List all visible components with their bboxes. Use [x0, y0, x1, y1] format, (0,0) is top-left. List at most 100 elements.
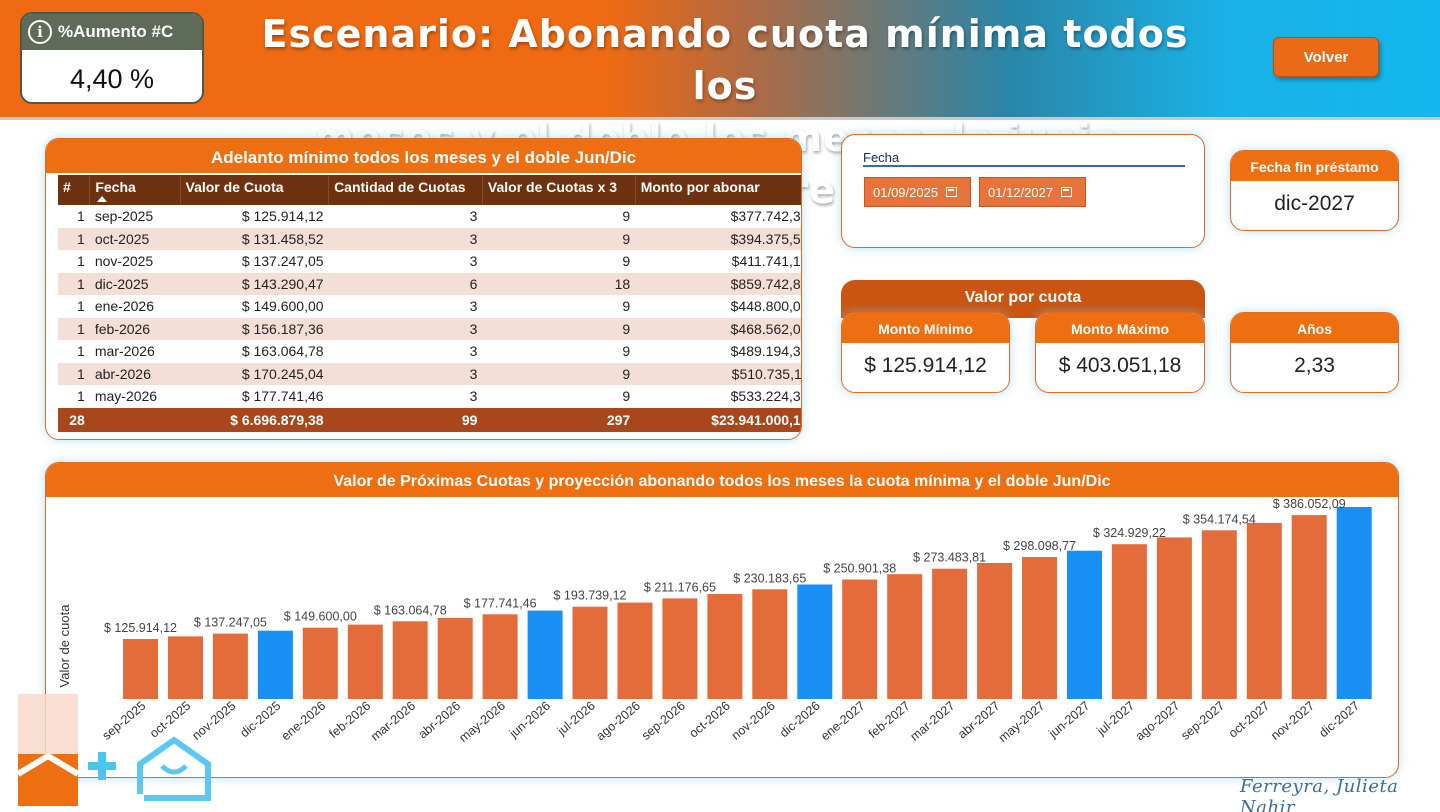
adelanto-table-card: Adelanto mínimo todos los meses y el dob… — [45, 138, 802, 440]
row-num: 1 — [58, 317, 90, 340]
row-cantidad-cuotas: 3 — [469, 343, 478, 360]
table-row[interactable]: 1 dic-2025 $ 143.290,47 6 18 $859.742,83 — [58, 272, 801, 295]
chart-data-label: $ 149.600,00 — [284, 610, 357, 624]
column-header-num[interactable]: # — [58, 175, 91, 205]
row-valor-cuota: $ 143.290,47 — [180, 272, 329, 295]
chart-bar[interactable] — [1246, 522, 1282, 699]
table-row[interactable]: 1 mar-2026 $ 163.064,78 3 9 $489.194,34 — [58, 340, 801, 363]
row-fecha: nov-2025 — [94, 253, 154, 270]
total-row-valor-cuotas-x3: 297 — [482, 407, 636, 432]
chart-data-labels: $ 125.914,12 $ 137.247,05 $ 149.600,00 $ 16… — [104, 497, 1346, 635]
chart-bar[interactable] — [347, 624, 383, 699]
monto-minimo-label: Monto Mínimo — [842, 313, 1009, 343]
row-valor-cuotas-x3: 9 — [482, 227, 636, 250]
chart-x-tick-label: jun-2026 — [506, 699, 553, 742]
row-num: 1 — [77, 253, 85, 270]
row-monto-abonar: $448.800,01 — [730, 298, 802, 315]
row-valor-cuota: $ 177.741,46 — [241, 388, 324, 405]
column-header-valor-cuota[interactable]: Valor de Cuota — [180, 175, 330, 205]
chart-bar[interactable] — [797, 584, 833, 700]
chart-bar[interactable] — [482, 614, 518, 699]
chart-x-tick-label: ene-2026 — [279, 699, 329, 744]
row-valor-cuota: $ 125.914,12 — [241, 208, 324, 225]
chart-bar[interactable] — [392, 621, 428, 699]
chart-bar[interactable] — [752, 589, 788, 699]
row-valor-cuotas-x3: 9 — [482, 317, 636, 340]
chart-bar[interactable] — [212, 633, 248, 699]
row-fecha: mar-2026 — [94, 343, 155, 360]
chart-x-tick-label: ene-2027 — [818, 699, 868, 744]
valor-por-cuota-title: Valor por cuota — [841, 280, 1205, 318]
table-row[interactable]: 1 may-2026 $ 177.741,46 3 9 $533.224,38 — [58, 385, 802, 408]
row-monto-abonar: $533.224,38 — [730, 388, 802, 405]
row-num: 1 — [77, 208, 85, 225]
row-cantidad-cuotas: 3 — [328, 362, 483, 385]
chart-bar[interactable] — [1067, 550, 1102, 699]
column-header-fecha[interactable]: Fecha — [89, 175, 181, 205]
chart-bar[interactable] — [1022, 557, 1057, 699]
row-valor-cuota: $ 131.458,52 — [180, 227, 329, 250]
table-body: 1 sep-2025 $ 125.914,12 3 9 $377.742,37 1 oct-2… — [58, 205, 802, 432]
fecha-fin-label: Fecha fin préstamo — [1231, 151, 1398, 181]
chart-bar[interactable] — [257, 630, 293, 699]
aumento-kpi-card: i %Aumento #C 4,40 % — [20, 12, 204, 104]
total-row-cantidad-cuotas: 99 — [328, 407, 483, 432]
row-num: 1 — [77, 298, 85, 315]
table-row[interactable]: 1 oct-2025 $ 131.458,52 3 9 $394.375,56 — [58, 227, 801, 250]
info-icon[interactable]: i — [28, 20, 52, 44]
chart-bar[interactable] — [527, 610, 563, 699]
fecha-start-input[interactable]: 01/09/2025 — [864, 177, 971, 207]
chart-x-tick-label: mar-2027 — [908, 699, 958, 744]
chart-bar[interactable] — [1336, 507, 1372, 699]
column-header-cantidad-cuotas[interactable]: Cantidad de Cuotas — [328, 175, 483, 205]
proyeccion-chart-card: Valor de cuota $ 125.914,12 $ 137.247,05 $… — [45, 462, 1399, 778]
chart-x-tick-label: dic-2025 — [238, 699, 284, 741]
fecha-end-input[interactable]: 01/12/2027 — [979, 177, 1086, 207]
chart-bar[interactable] — [1201, 530, 1237, 699]
calendar-icon[interactable] — [1061, 187, 1073, 197]
row-fecha: ene-2026 — [94, 298, 154, 315]
chart-x-tick-label: sep-2026 — [639, 699, 688, 743]
column-header-monto-abonar[interactable]: Monto por abonar — [635, 175, 801, 205]
table-row[interactable]: 1 sep-2025 $ 125.914,12 3 9 $377.742,37 — [58, 205, 801, 228]
chart-data-label: $ 137.247,05 — [194, 616, 267, 630]
table-row[interactable]: 1 feb-2026 $ 156.187,36 3 9 $468.562,08 — [58, 317, 801, 340]
chart-bar[interactable] — [1291, 515, 1327, 699]
chart-bar[interactable] — [707, 594, 743, 699]
chart-data-label: $ 211.176,65 — [644, 580, 716, 594]
column-header-fecha-label: Fecha — [95, 179, 136, 195]
total-row-monto-abonar: $23.941.000,12 — [635, 407, 801, 432]
chart-bar[interactable] — [977, 563, 1013, 699]
chart-bar[interactable] — [302, 627, 338, 699]
monto-minimo-card: Monto Mínimo $ 125.914,12 — [841, 312, 1010, 393]
chart-data-label: $ 177.741,46 — [464, 596, 537, 610]
fecha-end-value: 01/12/2027 — [988, 184, 1054, 200]
row-monto-abonar: $510.735,11 — [635, 362, 801, 385]
fecha-fin-value: dic-2027 — [1274, 192, 1355, 215]
volver-button[interactable]: Volver — [1273, 37, 1379, 77]
table-row[interactable]: 1 ene-2026 $ 149.600,00 3 9 $448.800,01 — [58, 295, 802, 318]
table-row[interactable]: 1 nov-2025 $ 137.247,05 3 9 $411.741,16 — [58, 250, 801, 273]
chart-bar[interactable] — [572, 606, 608, 699]
table-total-row: 28 $ 6.696.879,38 99 297 $23.941.000,12 — [58, 407, 801, 432]
chart-bar[interactable] — [842, 579, 878, 700]
table-row[interactable]: 1 abr-2026 $ 170.245,04 3 9 $510.735,11 — [58, 362, 801, 385]
calendar-icon[interactable] — [946, 187, 958, 197]
chart-x-tick-label: may-2026 — [456, 699, 508, 745]
chart-bar[interactable] — [123, 639, 158, 699]
column-header-valor-cuotas-x3[interactable]: Valor de Cuotas x 3 — [482, 175, 636, 205]
chart-x-tick-label: ago-2027 — [1133, 699, 1183, 744]
chart-bar[interactable] — [932, 568, 968, 699]
fecha-slicer-label: Fecha — [863, 150, 900, 165]
chart-bar[interactable] — [617, 602, 653, 699]
chart-bar[interactable] — [662, 598, 698, 699]
chart-bar[interactable] — [168, 636, 203, 699]
chart-bar[interactable] — [437, 617, 473, 699]
chart-bar[interactable] — [887, 574, 923, 699]
chart-bar[interactable] — [1156, 537, 1192, 699]
adelanto-table: # Fecha Valor de Cuota Cantidad de Cuota… — [58, 175, 802, 432]
aumento-kpi-header: i %Aumento #C — [22, 14, 202, 50]
chart-data-label: $ 230.183,65 — [733, 571, 806, 585]
row-valor-cuotas-x3: 9 — [622, 388, 631, 405]
chart-bar[interactable] — [1111, 544, 1147, 699]
